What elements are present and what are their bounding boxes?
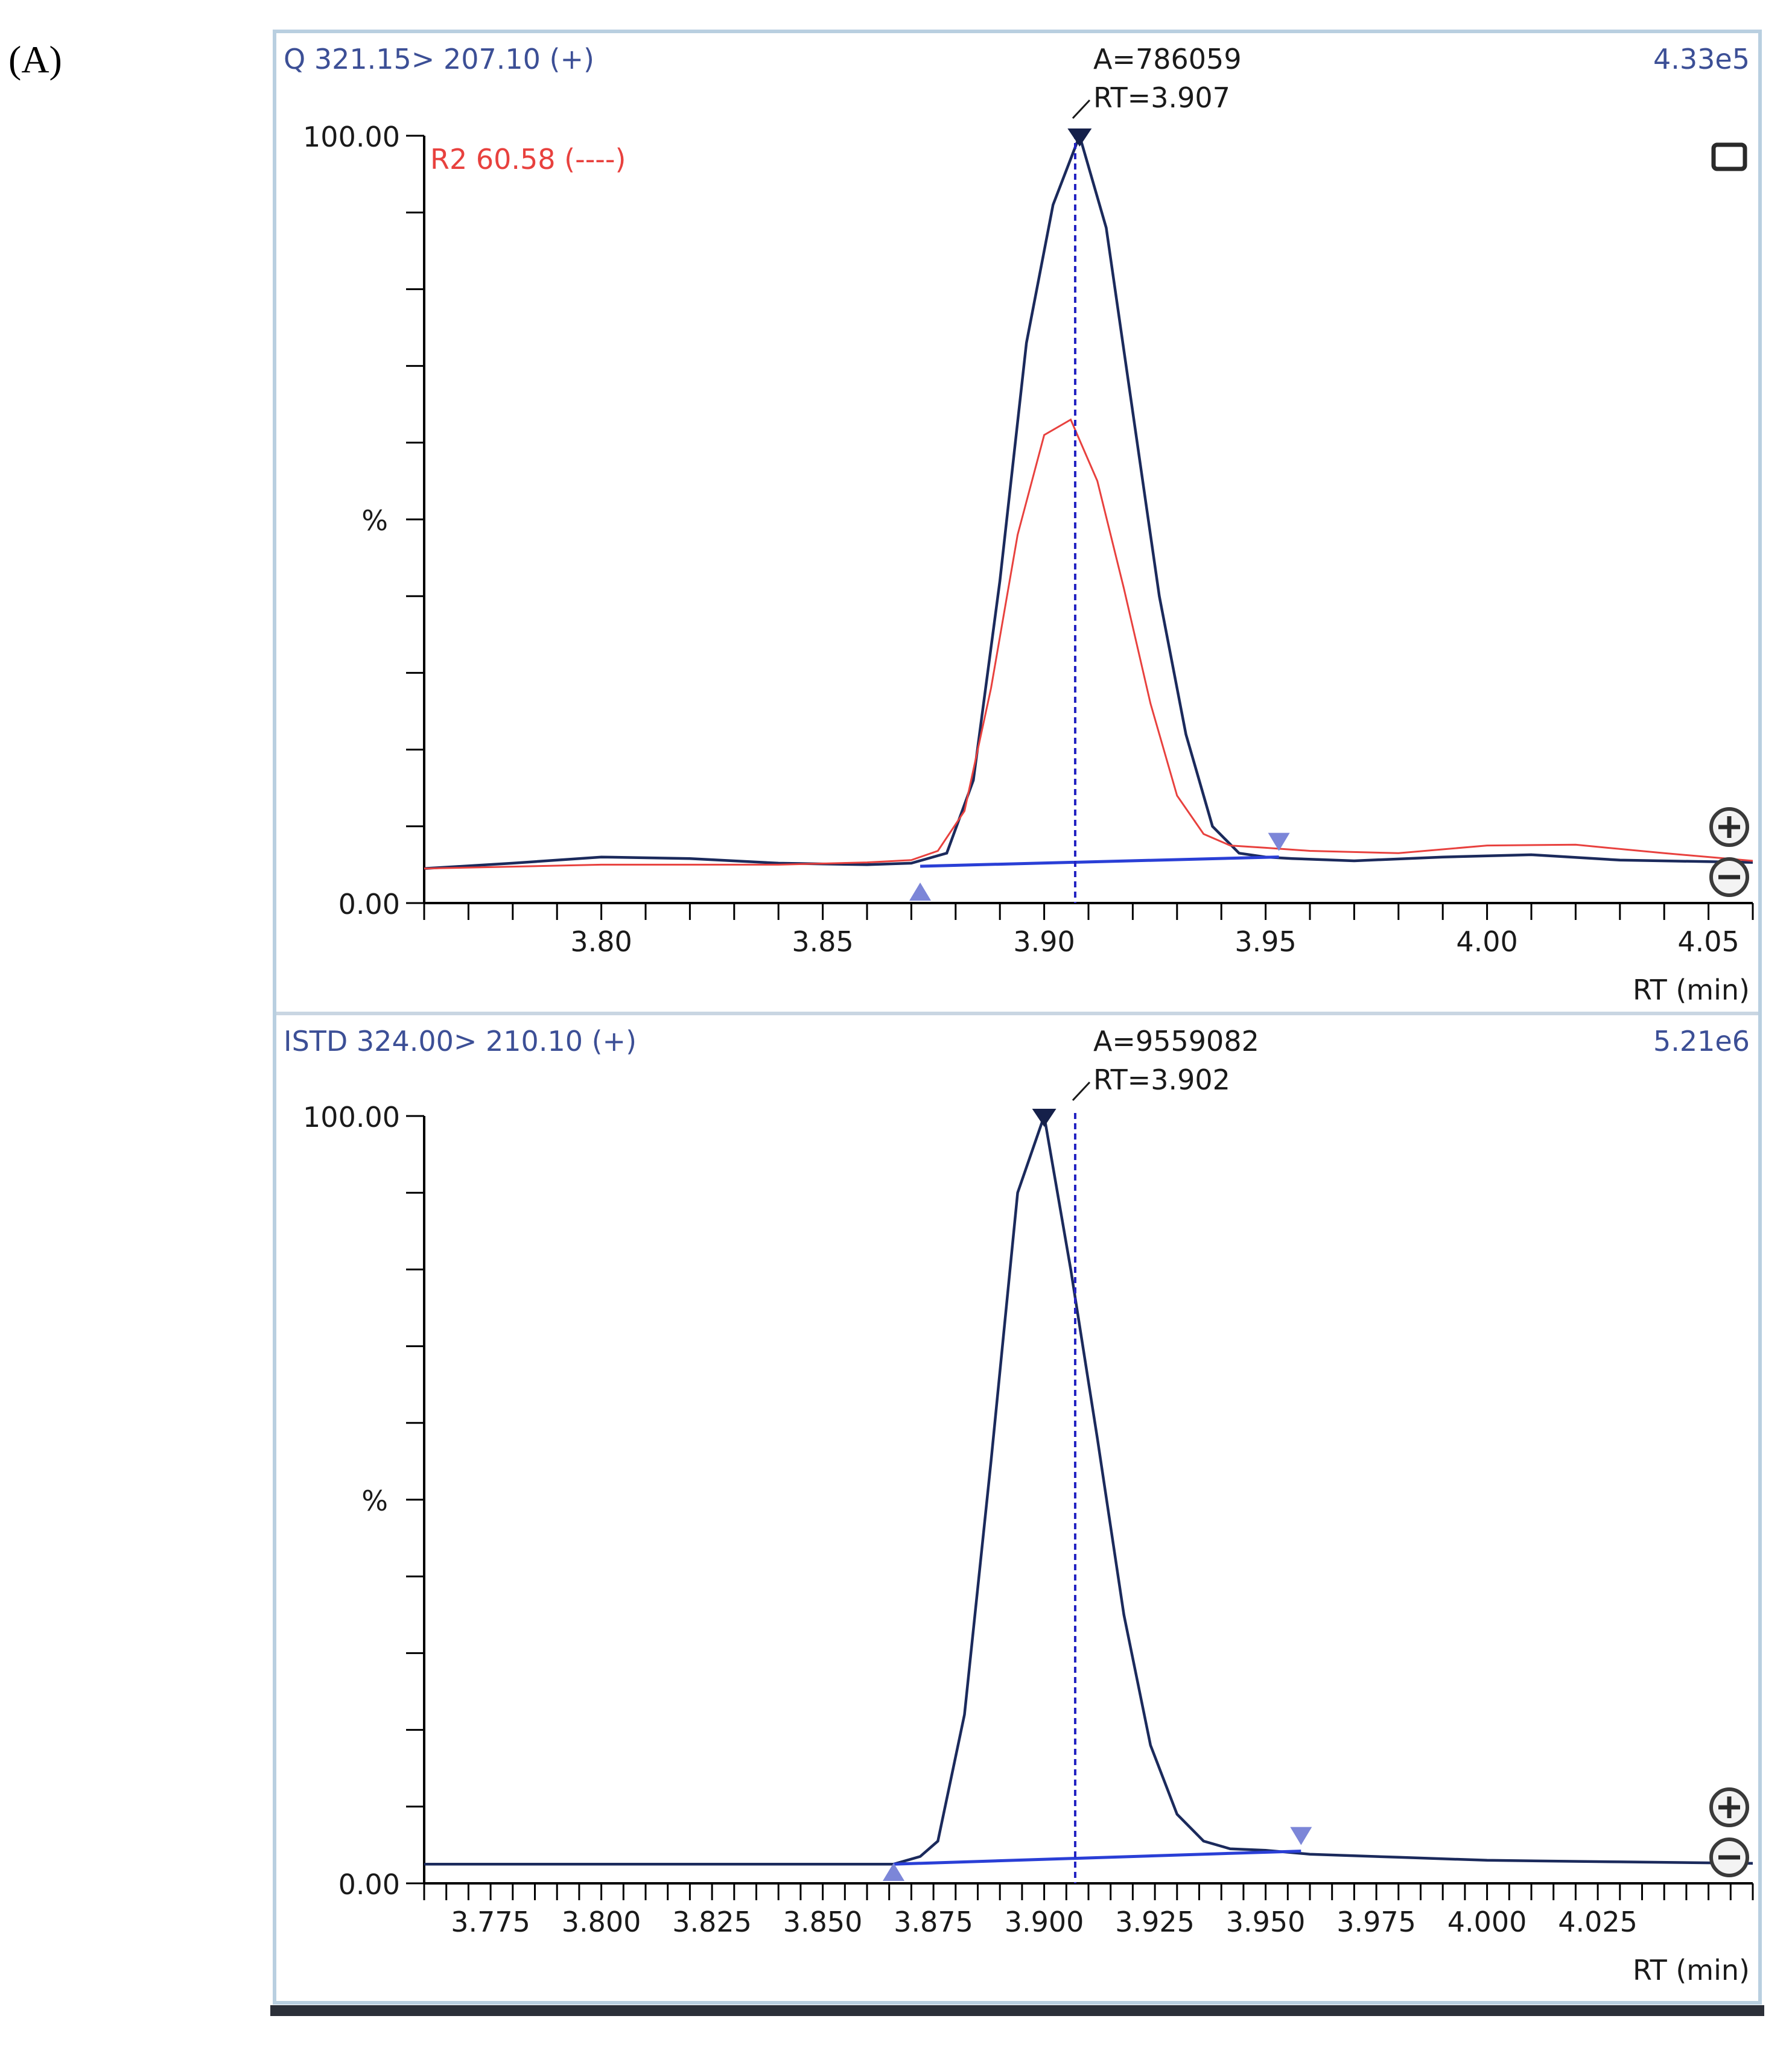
analyte-trace	[424, 1115, 1753, 1866]
zoom-in-icon[interactable]	[1709, 807, 1749, 847]
x-tick-label: 3.925	[1115, 1906, 1195, 1938]
peak-apex-marker	[1032, 1109, 1056, 1127]
x-tick-label: 3.80	[570, 925, 632, 958]
peak-end-marker	[1268, 832, 1290, 851]
restore-window-icon[interactable]	[1711, 142, 1747, 171]
integration-baseline	[893, 1850, 1301, 1866]
x-tick-label: 3.800	[562, 1906, 641, 1938]
channel-label: Q 321.15> 207.10 (+)	[284, 43, 594, 75]
peak-rt-label: RT=3.907	[1093, 81, 1230, 114]
x-tick-label: 4.00	[1456, 925, 1517, 958]
peak-label-leader	[1072, 99, 1091, 119]
zoom-out-icon[interactable]	[1709, 1837, 1749, 1877]
intensity-label: 5.21e6	[1653, 1025, 1750, 1057]
reference-trace	[424, 418, 1753, 870]
y-tick-label: 100.00	[303, 121, 400, 153]
peak-apex-marker	[1067, 128, 1092, 147]
zoom-out-icon[interactable]	[1709, 857, 1749, 897]
y-axis-label: %	[361, 504, 388, 537]
window-bottom-bar	[270, 2005, 1764, 2016]
x-tick-label: 3.95	[1234, 925, 1296, 958]
chromatogram-panel-1: Q 321.15> 207.10 (+) A=786059 RT=3.907 4.33…	[284, 43, 1754, 1006]
panel-label: (A)	[8, 38, 62, 81]
window-frame	[273, 30, 1762, 2005]
x-tick-label: 3.950	[1226, 1906, 1306, 1938]
peak-rt-label: RT=3.902	[1093, 1064, 1230, 1096]
y-tick-label: 0.00	[338, 1868, 400, 1901]
peak-end-marker	[1290, 1827, 1312, 1845]
zoom-in-icon[interactable]	[1709, 1787, 1749, 1827]
y-tick-label: 0.00	[338, 888, 400, 921]
restore-window-icon-frame	[1711, 142, 1747, 171]
x-tick-label: 4.000	[1447, 1906, 1527, 1938]
x-tick-label: 3.85	[792, 925, 853, 958]
peak-start-marker	[883, 1863, 905, 1881]
x-tick-label: 4.05	[1677, 925, 1739, 958]
y-tick-label: 100.00	[303, 1101, 400, 1133]
x-tick-label: 3.875	[894, 1906, 973, 1938]
x-axis-label: RT (min)	[1633, 974, 1750, 1006]
x-tick-label: 3.850	[783, 1906, 863, 1938]
x-axis-label: RT (min)	[1633, 1954, 1750, 1986]
peak-start-marker	[909, 883, 932, 901]
peak-area-label: A=786059	[1093, 43, 1242, 75]
x-tick-label: 3.825	[672, 1906, 752, 1938]
x-tick-label: 3.975	[1336, 1906, 1416, 1938]
peak-area-label: A=9559082	[1093, 1025, 1259, 1057]
chromatogram-panel-2: ISTD 324.00> 210.10 (+) A=9559082 RT=3.902…	[284, 1025, 1754, 1986]
x-tick-label: 3.900	[1005, 1906, 1084, 1938]
channel-label: ISTD 324.00> 210.10 (+)	[284, 1025, 637, 1057]
integration-baseline	[920, 855, 1279, 868]
x-tick-label: 3.775	[451, 1906, 530, 1938]
peak-label-leader	[1072, 1081, 1091, 1102]
intensity-label: 4.33e5	[1653, 43, 1750, 75]
y-axis-label: %	[361, 1485, 388, 1517]
reference-ratio-label: R2 60.58 (----)	[430, 143, 626, 176]
x-tick-label: 4.025	[1558, 1906, 1638, 1938]
x-tick-label: 3.90	[1013, 925, 1075, 958]
